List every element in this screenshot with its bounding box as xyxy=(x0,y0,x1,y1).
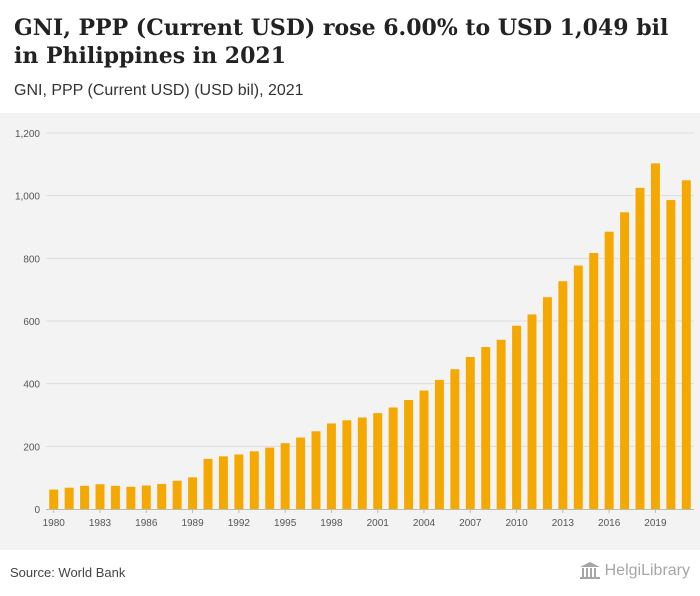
helgi-library-logo[interactable]: HelgiLibrary xyxy=(579,562,690,580)
bar-2005 xyxy=(434,379,444,509)
x-tick-label: 2007 xyxy=(459,518,482,529)
bar-1983 xyxy=(95,484,105,509)
bar-2017 xyxy=(620,212,630,509)
x-tick-label: 2004 xyxy=(413,518,436,529)
bar-1996 xyxy=(296,437,306,509)
x-tick-label: 1989 xyxy=(181,518,204,529)
bar-1991 xyxy=(218,456,228,509)
logo-text: HelgiLibrary xyxy=(604,562,690,579)
chart-subtitle: GNI, PPP (Current USD) (USD bil), 2021 xyxy=(14,82,304,99)
bar-1980 xyxy=(49,489,59,509)
bar-1994 xyxy=(265,447,275,509)
bar-1999 xyxy=(342,420,352,509)
bar-1995 xyxy=(280,443,290,509)
source-note: Source: World Bank xyxy=(10,565,126,580)
bar-1998 xyxy=(326,423,336,509)
bar-1982 xyxy=(80,485,90,509)
bar-2000 xyxy=(357,417,367,509)
bar-2004 xyxy=(419,390,429,509)
bar-2020 xyxy=(666,200,676,510)
bar-2008 xyxy=(481,347,491,509)
x-tick-label: 2010 xyxy=(505,518,528,529)
bar-1997 xyxy=(311,431,321,509)
bar-1993 xyxy=(249,451,259,509)
bar-2010 xyxy=(512,325,522,509)
x-tick-label: 2019 xyxy=(644,518,667,529)
bar-2018 xyxy=(635,187,645,509)
x-tick-label: 2016 xyxy=(598,518,621,529)
bar-1981 xyxy=(64,487,74,509)
y-tick-label: 1,200 xyxy=(15,129,40,140)
bar-2001 xyxy=(373,413,383,509)
y-tick-label: 600 xyxy=(23,317,40,328)
x-tick-label: 1980 xyxy=(43,518,66,529)
bar-2007 xyxy=(465,357,475,509)
y-tick-label: 800 xyxy=(23,254,40,265)
bar-2006 xyxy=(450,369,460,509)
bar-2015 xyxy=(589,253,599,509)
bar-2013 xyxy=(558,281,568,509)
bar-1985 xyxy=(126,486,136,509)
bar-2021 xyxy=(681,180,691,509)
x-tick-label: 2001 xyxy=(367,518,390,529)
x-tick-label: 1986 xyxy=(135,518,158,529)
bar-2014 xyxy=(573,265,583,509)
y-tick-label: 0 xyxy=(34,505,40,516)
library-building-icon xyxy=(579,562,600,579)
bar-1984 xyxy=(110,485,120,509)
bar-2002 xyxy=(388,407,398,509)
bar-2016 xyxy=(604,231,614,509)
x-tick-label: 1995 xyxy=(274,518,297,529)
y-tick-label: 1,000 xyxy=(15,192,40,203)
bar-2019 xyxy=(650,163,660,509)
y-tick-label: 400 xyxy=(23,380,40,391)
bar-2012 xyxy=(542,297,552,509)
bar-1989 xyxy=(188,477,198,509)
y-tick-label: 200 xyxy=(23,442,40,453)
x-tick-label: 1992 xyxy=(228,518,251,529)
page-title: GNI, PPP (Current USD) rose 6.00% to USD… xyxy=(14,15,669,69)
x-tick-label: 1983 xyxy=(89,518,112,529)
x-tick-label: 2013 xyxy=(552,518,575,529)
bar-1988 xyxy=(172,480,182,509)
bar-2003 xyxy=(404,399,414,509)
bar-2011 xyxy=(527,314,537,509)
x-tick-label: 1998 xyxy=(320,518,343,529)
bar-1990 xyxy=(203,458,213,509)
bar-2009 xyxy=(496,339,506,509)
bar-1987 xyxy=(157,483,167,509)
bar-1992 xyxy=(234,454,244,509)
bar-1986 xyxy=(141,485,151,509)
